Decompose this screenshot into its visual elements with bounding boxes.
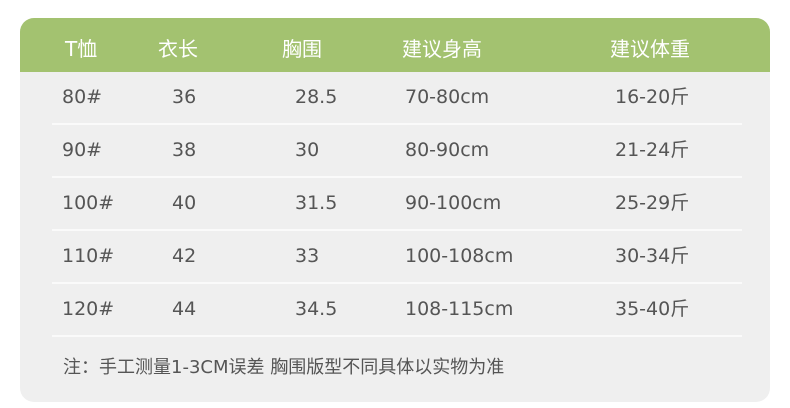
table-cell: 31.5 xyxy=(295,192,338,214)
table-cell: 44 xyxy=(172,298,197,320)
table-row: 100# 40 31.5 90-100cm 25-29斤 xyxy=(20,178,770,231)
table-row: 110# 42 33 100-108cm 30-34斤 xyxy=(20,231,770,284)
table-cell: 100# xyxy=(62,192,115,214)
row-divider xyxy=(52,229,742,231)
table-cell: 120# xyxy=(62,298,115,320)
column-header: 建议身高 xyxy=(402,37,482,61)
row-divider xyxy=(52,123,742,125)
table-cell: 100-108cm xyxy=(405,245,514,267)
table-cell: 35-40斤 xyxy=(615,298,690,320)
table-cell: 16-20斤 xyxy=(615,86,690,108)
table-cell: 33 xyxy=(295,245,320,267)
table-cell: 30 xyxy=(295,139,320,161)
size-chart: T恤 衣长 胸围 建议身高 建议体重 80# 36 28.5 70-80cm 16-20斤 90#… xyxy=(20,18,770,402)
table-cell: 80-90cm xyxy=(405,139,490,161)
table-cell: 110# xyxy=(62,245,115,267)
table-row: 90# 38 30 80-90cm 21-24斤 xyxy=(20,125,770,178)
column-header: 胸围 xyxy=(282,37,322,61)
table-cell: 38 xyxy=(172,139,197,161)
table-cell: 80# xyxy=(62,86,103,108)
column-header: 建议体重 xyxy=(610,37,690,61)
table-cell: 21-24斤 xyxy=(615,139,690,161)
row-divider xyxy=(52,335,742,337)
row-divider xyxy=(52,282,742,284)
measurement-note: 注：手工测量1-3CM误差 胸围版型不同具体以实物为准 xyxy=(63,357,505,378)
table-cell: 40 xyxy=(172,192,197,214)
table-cell: 90# xyxy=(62,139,103,161)
table-cell: 28.5 xyxy=(295,86,338,108)
table-cell: 70-80cm xyxy=(405,86,490,108)
column-header: 衣长 xyxy=(158,37,198,61)
table-cell: 30-34斤 xyxy=(615,245,690,267)
table-header: T恤 衣长 胸围 建议身高 建议体重 xyxy=(20,18,770,72)
table-cell: 36 xyxy=(172,86,197,108)
table-cell: 34.5 xyxy=(295,298,338,320)
table-cell: 42 xyxy=(172,245,197,267)
table-cell: 108-115cm xyxy=(405,298,514,320)
row-divider xyxy=(52,176,742,178)
table-row: 80# 36 28.5 70-80cm 16-20斤 xyxy=(20,72,770,125)
table-cell: 90-100cm xyxy=(405,192,502,214)
table-cell: 25-29斤 xyxy=(615,192,690,214)
column-header: T恤 xyxy=(65,37,98,61)
table-row: 120# 44 34.5 108-115cm 35-40斤 xyxy=(20,284,770,337)
